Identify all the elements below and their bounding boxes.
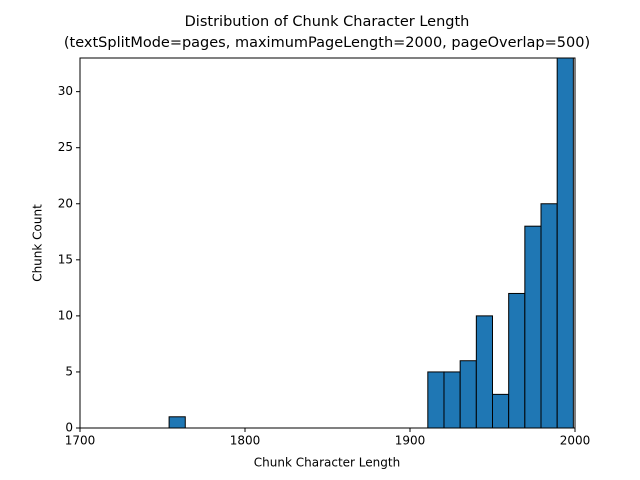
bar: [492, 393, 510, 429]
x-tick-label: 1800: [230, 434, 261, 448]
x-tick-label: 1700: [65, 434, 96, 448]
y-tick-label: 20: [58, 196, 73, 210]
x-tick-label: 2000: [560, 434, 591, 448]
bar: [427, 371, 445, 429]
bar: [475, 315, 493, 429]
plot-frame: [79, 57, 576, 429]
y-tick-label: 5: [65, 364, 73, 378]
bar: [524, 225, 542, 429]
bar: [443, 371, 461, 429]
bar: [540, 203, 558, 429]
bar: [556, 57, 574, 429]
y-tick-label: 30: [58, 84, 73, 98]
x-axis-label: Chunk Character Length: [254, 456, 400, 470]
y-axis-label: Chunk Count: [31, 204, 45, 282]
chart-subtitle: (textSplitMode=pages, maximumPageLength=…: [64, 35, 590, 51]
bar: [459, 360, 477, 429]
y-tick-label: 10: [58, 308, 73, 322]
bar: [168, 416, 186, 429]
y-tick-label: 0: [65, 421, 73, 435]
chart-title: Distribution of Chunk Character Length: [185, 14, 470, 30]
x-tick-label: 1900: [395, 434, 426, 448]
y-tick-label: 15: [58, 252, 73, 266]
bar: [508, 292, 526, 429]
y-tick-label: 25: [58, 140, 73, 154]
